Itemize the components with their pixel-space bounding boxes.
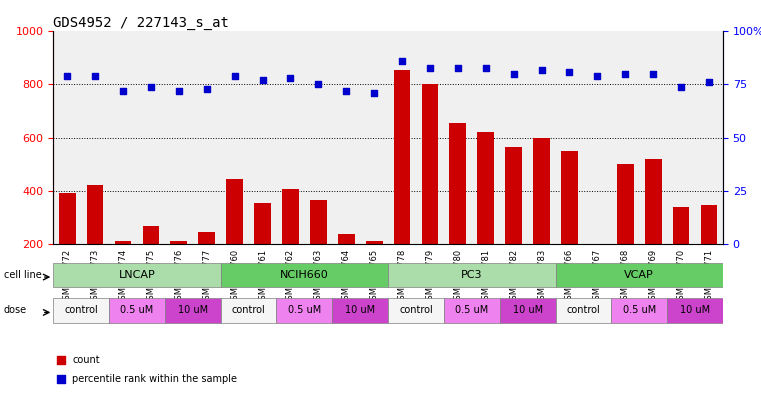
Bar	[115, 241, 132, 297]
Point	[508, 71, 520, 77]
FancyBboxPatch shape	[333, 298, 388, 323]
Point	[201, 86, 213, 92]
Bar	[310, 200, 326, 297]
FancyBboxPatch shape	[500, 298, 556, 323]
Point	[340, 88, 352, 94]
Point	[424, 64, 436, 71]
Point	[61, 73, 73, 79]
Text: 0.5 uM: 0.5 uM	[120, 305, 154, 316]
Point	[228, 73, 240, 79]
Bar	[59, 193, 75, 297]
FancyBboxPatch shape	[388, 298, 444, 323]
Text: control: control	[399, 305, 433, 316]
FancyBboxPatch shape	[109, 298, 165, 323]
Point	[89, 73, 101, 79]
FancyBboxPatch shape	[165, 298, 221, 323]
Text: PC3: PC3	[461, 270, 482, 280]
Bar	[477, 132, 494, 297]
Text: 0.5 uM: 0.5 uM	[455, 305, 489, 316]
Point	[368, 90, 380, 96]
Point	[536, 66, 548, 73]
Point	[256, 77, 269, 83]
Point	[173, 88, 185, 94]
Text: dose: dose	[4, 305, 27, 316]
Bar	[199, 232, 215, 297]
Point	[619, 71, 632, 77]
Bar	[254, 202, 271, 297]
Text: 10 uM: 10 uM	[513, 305, 543, 316]
Text: GDS4952 / 227143_s_at: GDS4952 / 227143_s_at	[53, 16, 229, 30]
Text: 0.5 uM: 0.5 uM	[622, 305, 656, 316]
Point	[452, 64, 464, 71]
Bar	[422, 84, 438, 297]
Point	[117, 88, 129, 94]
Text: percentile rank within the sample: percentile rank within the sample	[72, 374, 237, 384]
Text: VCAP: VCAP	[624, 270, 654, 280]
Bar	[142, 226, 159, 297]
Bar	[533, 138, 550, 297]
Point	[563, 69, 575, 75]
Bar	[366, 241, 383, 297]
Bar	[673, 206, 689, 297]
FancyBboxPatch shape	[221, 298, 276, 323]
Bar	[393, 70, 410, 297]
Bar	[617, 164, 634, 297]
Point	[307, 238, 319, 244]
Point	[591, 73, 603, 79]
Point	[396, 58, 408, 64]
Bar	[282, 189, 299, 297]
FancyBboxPatch shape	[221, 263, 388, 287]
Bar	[226, 179, 243, 297]
Point	[285, 75, 297, 81]
Point	[479, 64, 492, 71]
FancyBboxPatch shape	[388, 263, 556, 287]
Bar	[170, 241, 187, 297]
Text: count: count	[72, 355, 100, 365]
Bar	[338, 234, 355, 297]
Point	[703, 79, 715, 86]
Text: NCIH660: NCIH660	[280, 270, 329, 280]
Text: control: control	[231, 305, 266, 316]
Bar	[505, 147, 522, 297]
Bar	[701, 205, 718, 297]
Point	[647, 71, 659, 77]
Text: control: control	[566, 305, 600, 316]
Text: cell line: cell line	[4, 270, 42, 280]
Bar	[87, 185, 103, 297]
Point	[145, 83, 157, 90]
FancyBboxPatch shape	[444, 298, 500, 323]
Text: 10 uM: 10 uM	[345, 305, 375, 316]
Text: control: control	[64, 305, 98, 316]
FancyBboxPatch shape	[53, 263, 221, 287]
Point	[312, 81, 324, 88]
FancyBboxPatch shape	[611, 298, 667, 323]
Bar	[450, 123, 466, 297]
Bar	[589, 244, 606, 297]
FancyBboxPatch shape	[667, 298, 723, 323]
Text: 0.5 uM: 0.5 uM	[288, 305, 321, 316]
FancyBboxPatch shape	[556, 298, 611, 323]
Text: LNCAP: LNCAP	[119, 270, 155, 280]
Bar	[561, 151, 578, 297]
Text: 10 uM: 10 uM	[178, 305, 208, 316]
Point	[307, 66, 319, 72]
FancyBboxPatch shape	[556, 263, 723, 287]
Text: 10 uM: 10 uM	[680, 305, 710, 316]
FancyBboxPatch shape	[276, 298, 333, 323]
Point	[675, 83, 687, 90]
FancyBboxPatch shape	[53, 298, 109, 323]
Bar	[645, 159, 661, 297]
